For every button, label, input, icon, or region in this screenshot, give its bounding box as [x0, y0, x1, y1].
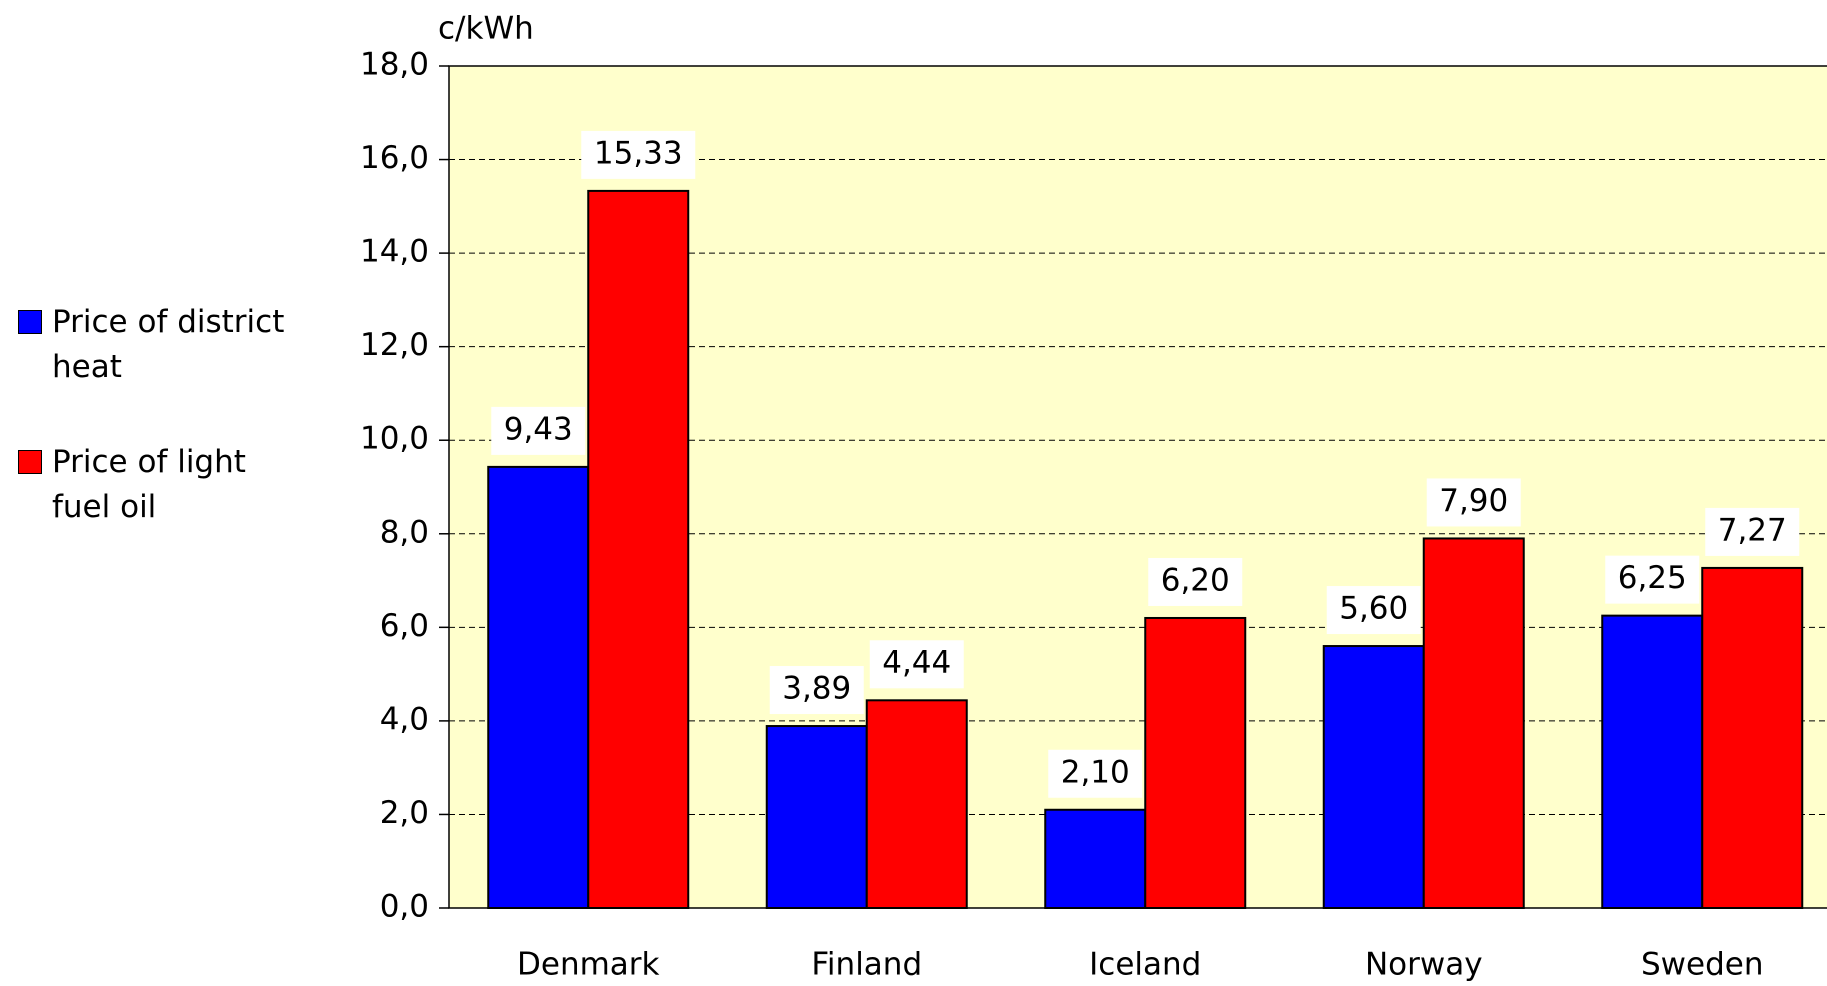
bar — [487, 465, 590, 909]
x-tick-label: Finland — [811, 947, 922, 983]
y-tick-label: 0,0 — [380, 889, 429, 925]
bar — [1044, 808, 1147, 909]
data-label: 4,44 — [882, 645, 951, 681]
label-box — [1048, 749, 1143, 798]
y-tick-label: 4,0 — [380, 701, 429, 737]
legend-label: Price of light fuel oil — [52, 444, 246, 525]
y-tick-label: 18,0 — [360, 47, 429, 83]
bar — [1601, 614, 1704, 910]
x-tick-label: Iceland — [1089, 947, 1201, 983]
bar — [1322, 645, 1425, 909]
y-tick-label: 12,0 — [360, 327, 429, 363]
bar — [1144, 616, 1247, 909]
label-box — [1148, 557, 1243, 606]
y-tick-label: 16,0 — [360, 140, 429, 176]
data-label: 2,10 — [1061, 754, 1130, 790]
data-label: 9,43 — [504, 411, 573, 447]
data-label: 5,60 — [1339, 591, 1408, 627]
data-label: 7,90 — [1439, 483, 1508, 519]
label-box — [1426, 478, 1521, 527]
legend-item: Price of light fuel oil — [18, 440, 288, 530]
data-label: 15,33 — [594, 135, 683, 171]
data-label: 6,25 — [1618, 560, 1687, 596]
bar — [1422, 537, 1525, 909]
bar — [865, 699, 968, 909]
data-label: 3,89 — [782, 671, 851, 707]
y-tick-label: 14,0 — [360, 234, 429, 270]
legend-swatch — [18, 450, 42, 474]
label-box — [769, 666, 864, 715]
legend: Price of district heat Price of light fue… — [18, 300, 288, 580]
label-box — [491, 406, 586, 455]
x-tick-label: Norway — [1365, 947, 1483, 983]
x-tick-label: Denmark — [517, 947, 660, 983]
legend-swatch — [18, 310, 42, 334]
y-tick-label: 8,0 — [380, 514, 429, 550]
bar — [587, 189, 690, 909]
y-axis-label: c/kWh — [438, 11, 534, 47]
x-tick-label: Sweden — [1641, 947, 1764, 983]
label-box — [1705, 507, 1800, 556]
bar — [1701, 566, 1804, 909]
data-label: 6,20 — [1161, 562, 1230, 598]
y-tick-label: 6,0 — [380, 608, 429, 644]
bar — [765, 725, 868, 909]
label-box — [869, 640, 964, 689]
label-box — [1326, 586, 1421, 635]
label-box — [581, 130, 696, 179]
y-tick-label: 10,0 — [360, 421, 429, 457]
legend-item: Price of district heat — [18, 300, 288, 390]
y-tick-label: 2,0 — [380, 795, 429, 831]
legend-label: Price of district heat — [52, 304, 285, 385]
label-box — [1605, 555, 1700, 604]
data-label: 7,27 — [1718, 512, 1787, 548]
